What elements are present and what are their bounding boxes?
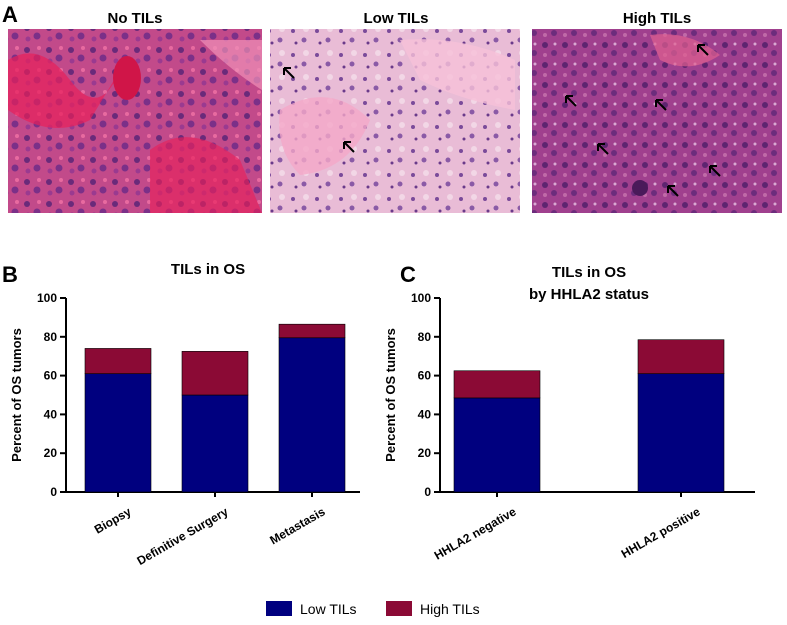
bar-high-tils-hhla2-negative [453, 370, 541, 399]
x-category-label: HHLA2 positive [619, 504, 703, 561]
bar-low-tils-hhla2-positive [637, 373, 725, 493]
y-tick-label: 0 [424, 485, 431, 499]
y-tick-label: 80 [44, 330, 58, 344]
y-axis-title: Percent of OS tumors [383, 328, 398, 462]
legend-swatch-high-tils [386, 601, 412, 616]
arrow-icon [283, 67, 295, 79]
panel-a-letter: A [2, 2, 18, 27]
chart-tils-by-hhla2: TILs in OS by HHLA2 status Percent of OS t… [383, 264, 755, 563]
chart-title: by HHLA2 status [529, 286, 649, 303]
chart-title: TILs in OS [552, 264, 626, 281]
arrow-icon [597, 143, 609, 155]
x-category-label: Metastasis [267, 504, 327, 547]
image-title-low-tils: Low TILs [364, 10, 429, 27]
bar-low-tils-biopsy [84, 373, 152, 493]
panel-c-letter: C [400, 262, 416, 287]
bar-low-tils-hhla2-negative [453, 397, 541, 493]
bar-high-tils-biopsy [84, 348, 152, 374]
arrow-icon [655, 99, 667, 111]
legend-swatch-low-tils [266, 601, 292, 616]
x-category-label: HHLA2 negative [432, 504, 519, 562]
bar-high-tils-definitive-surgery [181, 351, 249, 396]
arrow-icon [697, 44, 709, 56]
y-tick-label: 40 [418, 407, 432, 421]
bar-low-tils-definitive-surgery [181, 394, 249, 493]
y-tick-label: 0 [50, 485, 57, 499]
y-axis-title: Percent of OS tumors [9, 328, 24, 462]
histology-image-no-tils [8, 29, 262, 213]
y-tick-label: 60 [44, 369, 58, 383]
image-title-no-tils: No TILs [108, 10, 163, 27]
arrow-icon [709, 165, 721, 177]
bar-low-tils-metastasis [278, 337, 346, 493]
image-title-high-tils: High TILs [623, 10, 691, 27]
y-tick-label: 20 [418, 446, 432, 460]
y-tick-label: 40 [44, 407, 58, 421]
chart-tils-in-os: TILs in OS Percent of OS tumors 0 20 40 60 80 1… [9, 261, 360, 568]
arrow-icon [565, 95, 577, 107]
y-tick-label: 100 [37, 291, 57, 305]
histology-image-high-tils [532, 29, 782, 213]
panel-b-letter: B [2, 262, 18, 287]
legend-label-low-tils: Low TILs [300, 601, 357, 617]
x-category-label: Definitive Surgery [135, 504, 231, 568]
arrow-icon [667, 185, 679, 197]
legend: Low TILs High TILs [266, 601, 480, 617]
x-category-label: Biopsy [92, 504, 134, 536]
histology-image-low-tils [270, 29, 520, 213]
bar-high-tils-metastasis [278, 323, 346, 339]
y-tick-label: 60 [418, 369, 432, 383]
chart-title: TILs in OS [171, 261, 245, 278]
y-tick-label: 20 [44, 446, 58, 460]
legend-label-high-tils: High TILs [420, 601, 480, 617]
arrow-icon [343, 141, 355, 153]
bar-high-tils-hhla2-positive [637, 339, 725, 374]
y-tick-label: 100 [411, 291, 431, 305]
y-tick-label: 80 [418, 330, 432, 344]
